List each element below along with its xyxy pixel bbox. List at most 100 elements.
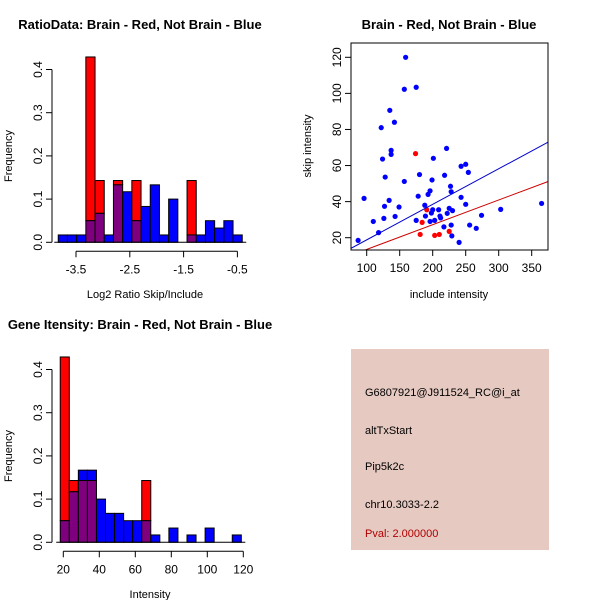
blue-point bbox=[422, 202, 428, 208]
blue-bar bbox=[140, 205, 151, 243]
blue-point bbox=[448, 222, 454, 228]
blue-point bbox=[388, 151, 394, 157]
blue-point bbox=[449, 208, 456, 214]
red-bar bbox=[141, 480, 152, 522]
intensity-scatter: Brain - Red, Not Brain - Blue include in… bbox=[302, 17, 549, 301]
blue-bar bbox=[86, 469, 97, 482]
blue-point bbox=[415, 193, 421, 199]
red-point bbox=[432, 232, 438, 238]
blue-point bbox=[403, 54, 409, 60]
y-tick-label: 20 bbox=[330, 231, 344, 245]
blue-point bbox=[465, 169, 471, 175]
blue-point bbox=[379, 156, 386, 162]
y-tick-label: 0.3 bbox=[31, 104, 45, 121]
blue-bar bbox=[114, 512, 125, 543]
blue-bar bbox=[150, 534, 161, 543]
y-tick-label: 60 bbox=[330, 159, 344, 173]
red-bar bbox=[59, 356, 70, 522]
blue-point bbox=[370, 218, 376, 225]
red-bar bbox=[131, 180, 142, 222]
plot-area bbox=[351, 54, 548, 250]
scatter-xlabel: include intensity bbox=[410, 289, 489, 301]
blue-point bbox=[396, 204, 402, 210]
info-panel: G6807921@J911524_RC@i_at altTxStart Pip5… bbox=[351, 349, 549, 550]
y-tick-label: 0.2 bbox=[31, 147, 45, 164]
plot-box bbox=[350, 42, 549, 251]
blue-bar bbox=[77, 469, 88, 482]
x-tick-label: -3.5 bbox=[66, 262, 87, 276]
blue-bar bbox=[158, 234, 170, 243]
blue-fit-line bbox=[351, 141, 548, 249]
x-tick-label: 350 bbox=[522, 261, 542, 275]
intensity-histogram-title: Gene Itensity: Brain - Red, Not Brain - … bbox=[8, 317, 272, 332]
blue-point bbox=[388, 147, 394, 153]
info-panel-background bbox=[351, 349, 549, 550]
blue-point bbox=[387, 107, 393, 113]
blue-point bbox=[413, 84, 419, 90]
blue-bar bbox=[122, 191, 133, 243]
blue-bar bbox=[149, 184, 160, 243]
blue-point bbox=[432, 217, 438, 223]
overlap-bar bbox=[141, 520, 152, 543]
blue-point bbox=[386, 197, 392, 203]
overlap-bar bbox=[186, 234, 197, 243]
scatter-title: Brain - Red, Not Brain - Blue bbox=[362, 17, 537, 32]
blue-point bbox=[438, 215, 444, 221]
blue-point bbox=[441, 172, 448, 178]
intensity-histogram: Gene Itensity: Brain - Red, Not Brain - … bbox=[3, 317, 272, 600]
red-point bbox=[419, 219, 425, 225]
blue-point bbox=[449, 233, 455, 239]
blue-bar bbox=[204, 220, 216, 243]
x-tick-label: -0.5 bbox=[227, 262, 248, 276]
red-point bbox=[417, 231, 423, 238]
blue-point bbox=[427, 188, 433, 194]
blue-bar bbox=[231, 534, 242, 543]
blue-point bbox=[382, 174, 388, 180]
blue-bar bbox=[57, 234, 68, 243]
red-point bbox=[446, 228, 452, 234]
ratio-histogram-title: RatioData: Brain - Red, Not Brain - Blue bbox=[18, 17, 261, 32]
y-tick-label: 0.0 bbox=[31, 234, 45, 251]
blue-bar bbox=[223, 220, 234, 243]
y-tick-label: 0.3 bbox=[31, 404, 45, 421]
intensity-histogram-xlabel: Intensity bbox=[130, 589, 171, 600]
blue-point bbox=[401, 178, 407, 185]
y-tick-label: 0.1 bbox=[31, 490, 45, 507]
blue-bar bbox=[214, 227, 225, 243]
x-tick-label: 60 bbox=[129, 562, 143, 576]
ratio-histogram-ylabel: Frequency bbox=[3, 130, 15, 182]
y-tick-label: 0.1 bbox=[31, 190, 45, 207]
blue-point bbox=[401, 86, 407, 92]
overlap-bar bbox=[112, 184, 124, 243]
pval: Pval: 2.000000 bbox=[365, 528, 438, 540]
blue-point bbox=[458, 194, 464, 200]
blue-point bbox=[416, 171, 423, 178]
blue-point bbox=[456, 239, 462, 245]
gene-name: Pip5k2c bbox=[365, 461, 405, 473]
overlap-bar bbox=[86, 480, 97, 543]
overlap-bar bbox=[68, 491, 79, 543]
y-tick-label: 0.4 bbox=[31, 61, 45, 78]
y-tick-label: 80 bbox=[330, 122, 344, 136]
blue-point bbox=[458, 163, 464, 169]
x-tick-label: 250 bbox=[456, 261, 476, 275]
intensity-histogram-ylabel: Frequency bbox=[3, 430, 15, 482]
blue-point bbox=[447, 183, 454, 189]
blue-point bbox=[361, 195, 367, 201]
red-bar bbox=[94, 180, 105, 214]
blue-point bbox=[448, 189, 454, 195]
x-tick-label: 300 bbox=[489, 261, 509, 275]
blue-point bbox=[413, 217, 419, 223]
x-tick-label: -2.5 bbox=[119, 262, 140, 276]
y-tick-label: 0.0 bbox=[31, 534, 45, 551]
ratio-histogram-xlabel: Log2 Ratio Skip/Include bbox=[87, 289, 203, 301]
y-tick-label: 120 bbox=[330, 47, 344, 67]
x-tick-label: 150 bbox=[390, 261, 410, 275]
scatter-ylabel: skip intensity bbox=[302, 114, 314, 177]
y-tick-label: 0.4 bbox=[31, 361, 45, 378]
overlap-bar bbox=[131, 220, 142, 243]
blue-bar bbox=[95, 498, 107, 543]
blue-point bbox=[463, 161, 469, 167]
blue-bar bbox=[105, 512, 116, 543]
blue-bar bbox=[195, 234, 206, 243]
